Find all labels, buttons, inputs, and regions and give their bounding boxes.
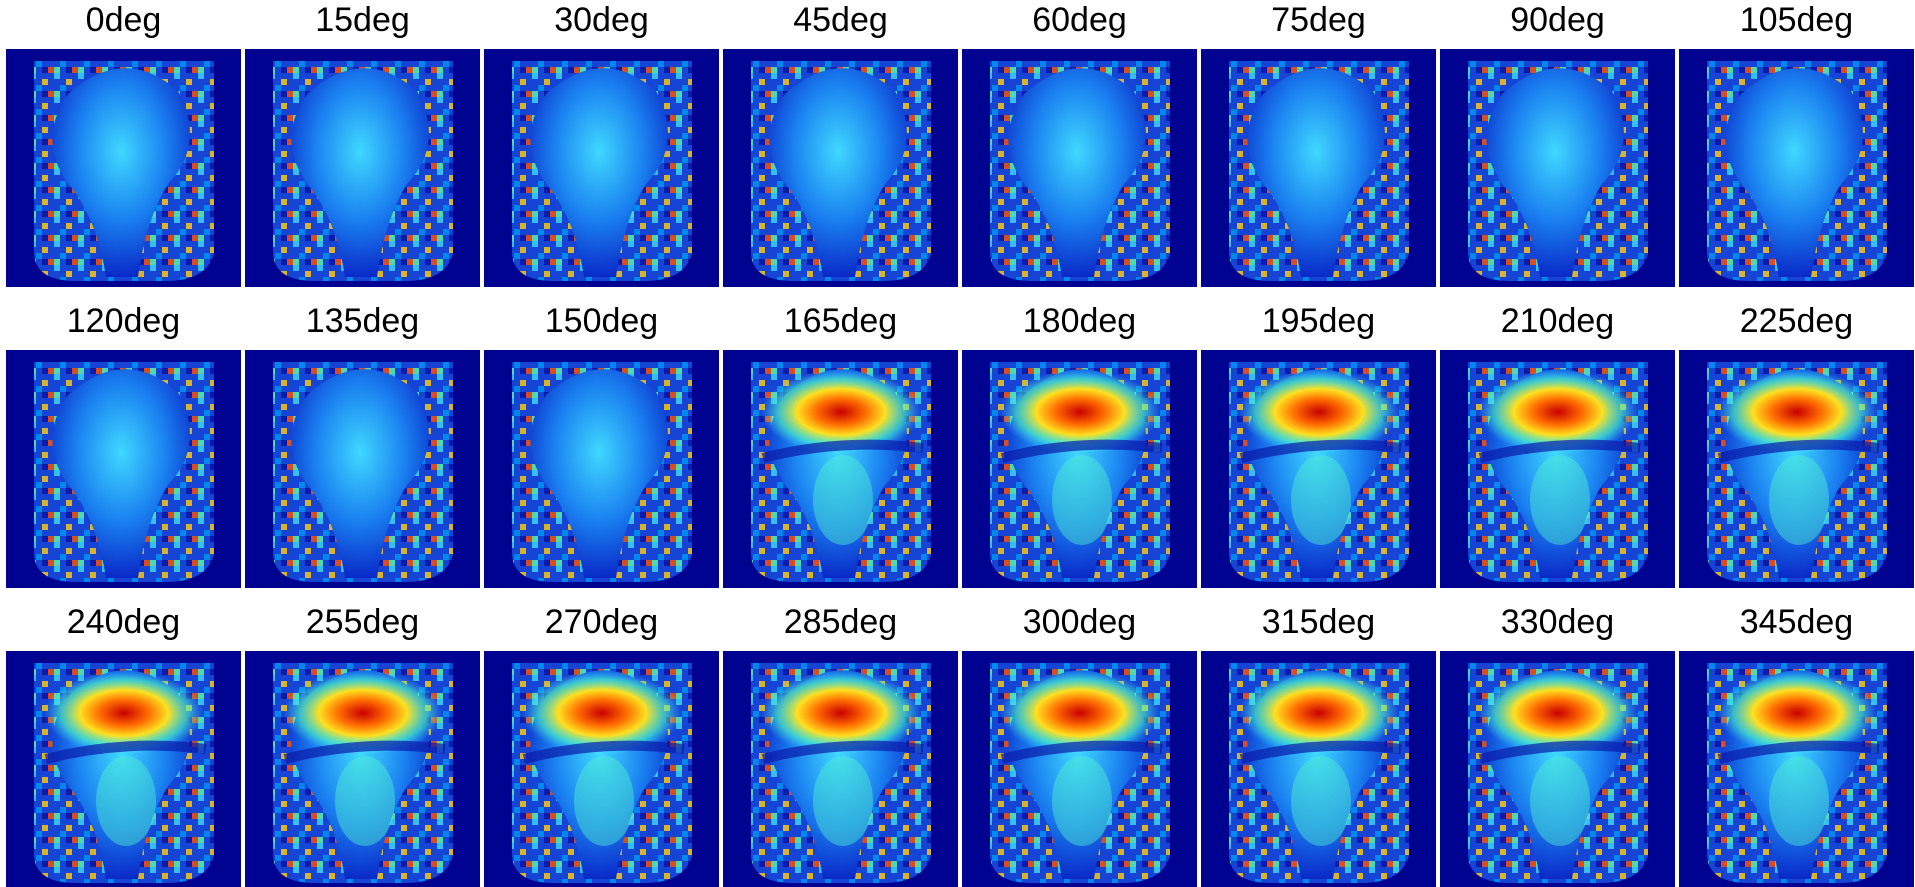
lower-spot xyxy=(813,756,873,846)
dark-band xyxy=(761,740,924,764)
panel xyxy=(1679,651,1914,887)
panel xyxy=(1201,49,1436,287)
panel-label: 225deg xyxy=(1740,302,1853,340)
head-region xyxy=(1725,68,1863,277)
panel xyxy=(1440,49,1675,287)
hot-spot xyxy=(1717,370,1877,454)
panel-label: 345deg xyxy=(1740,603,1853,641)
panel xyxy=(484,651,719,887)
lower-spot xyxy=(1530,756,1590,846)
dark-band xyxy=(44,740,207,764)
lower-spot xyxy=(574,756,634,846)
panel-label: 165deg xyxy=(784,302,897,340)
dark-band xyxy=(1478,740,1641,764)
panel xyxy=(6,651,241,887)
panel-label: 90deg xyxy=(1510,1,1605,39)
panel xyxy=(6,49,241,287)
dark-band xyxy=(1239,439,1402,463)
panel-label: 45deg xyxy=(793,1,888,39)
panel-label: 150deg xyxy=(545,302,658,340)
head-region xyxy=(530,68,668,277)
head-region xyxy=(291,68,429,277)
panel xyxy=(484,49,719,287)
hot-spot xyxy=(1000,671,1160,755)
head-region xyxy=(52,68,190,277)
panel-label: 255deg xyxy=(306,603,419,641)
head-region xyxy=(291,369,429,578)
panel-label: 315deg xyxy=(1262,603,1375,641)
panel-label: 270deg xyxy=(545,603,658,641)
lower-spot xyxy=(1052,455,1112,545)
lower-spot xyxy=(1530,455,1590,545)
hot-spot xyxy=(1478,671,1638,755)
panel xyxy=(484,350,719,588)
hot-spot xyxy=(283,671,443,755)
panel-label: 105deg xyxy=(1740,1,1853,39)
panel-label: 210deg xyxy=(1501,302,1614,340)
panel xyxy=(723,651,958,887)
dark-band xyxy=(1239,740,1402,764)
dark-band xyxy=(522,740,685,764)
head-region xyxy=(530,369,668,578)
hot-spot xyxy=(1000,370,1160,454)
head-region xyxy=(52,369,190,578)
panel-label: 30deg xyxy=(554,1,649,39)
panel-label: 300deg xyxy=(1023,603,1136,641)
lower-spot xyxy=(1052,756,1112,846)
head-region xyxy=(1008,68,1146,277)
panel xyxy=(723,350,958,588)
panel-label: 75deg xyxy=(1271,1,1366,39)
panel xyxy=(245,350,480,588)
panel xyxy=(723,49,958,287)
hot-spot xyxy=(1478,370,1638,454)
panel-label: 120deg xyxy=(67,302,180,340)
panel-label: 195deg xyxy=(1262,302,1375,340)
head-region xyxy=(769,68,907,277)
panel xyxy=(962,350,1197,588)
panel xyxy=(962,651,1197,887)
panel xyxy=(1201,651,1436,887)
lower-spot xyxy=(1291,756,1351,846)
hot-spot xyxy=(761,671,921,755)
dark-band xyxy=(1000,740,1163,764)
dark-band xyxy=(1478,439,1641,463)
hot-spot xyxy=(1239,370,1399,454)
dark-band xyxy=(283,740,446,764)
panel-label: 60deg xyxy=(1032,1,1127,39)
panel xyxy=(962,49,1197,287)
panel-label: 180deg xyxy=(1023,302,1136,340)
lower-spot xyxy=(813,455,873,545)
panel-label: 0deg xyxy=(86,1,162,39)
panel xyxy=(6,350,241,588)
lower-spot xyxy=(1769,756,1829,846)
dark-band xyxy=(1000,439,1163,463)
panel xyxy=(1440,350,1675,588)
dark-band xyxy=(761,439,924,463)
dark-band xyxy=(1717,439,1880,463)
dark-band xyxy=(1717,740,1880,764)
lower-spot xyxy=(1291,455,1351,545)
lower-spot xyxy=(96,756,156,846)
hot-spot xyxy=(44,671,204,755)
hot-spot xyxy=(761,370,921,454)
panel-label: 240deg xyxy=(67,603,180,641)
panel xyxy=(1679,350,1914,588)
hot-spot xyxy=(522,671,682,755)
panel-label: 330deg xyxy=(1501,603,1614,641)
head-region xyxy=(1247,68,1385,277)
hot-spot xyxy=(1239,671,1399,755)
panel xyxy=(245,49,480,287)
panel-label: 15deg xyxy=(315,1,410,39)
panel-label: 285deg xyxy=(784,603,897,641)
hot-spot xyxy=(1717,671,1877,755)
panel xyxy=(1440,651,1675,887)
lower-spot xyxy=(1769,455,1829,545)
panel xyxy=(245,651,480,887)
lower-spot xyxy=(335,756,395,846)
panel xyxy=(1201,350,1436,588)
head-region xyxy=(1486,68,1624,277)
panel xyxy=(1679,49,1914,287)
panel-label: 135deg xyxy=(306,302,419,340)
